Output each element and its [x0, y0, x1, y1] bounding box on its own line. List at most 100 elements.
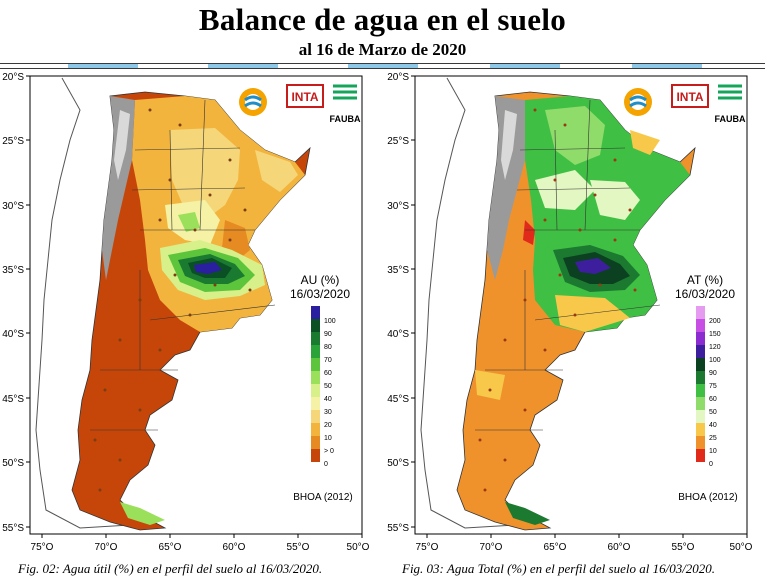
decor-bar — [68, 64, 138, 68]
legend-label: 20 — [324, 422, 332, 429]
lat-label: 30°S — [387, 201, 409, 212]
misiones-zone — [255, 150, 298, 192]
lon-label: 60°O — [608, 542, 631, 553]
legend-label: 40 — [324, 396, 332, 403]
legend-scale — [696, 306, 705, 462]
lon-label: 70°O — [480, 542, 503, 553]
lon-label: 65°O — [159, 542, 182, 553]
legend-scale — [311, 306, 320, 462]
decor-bar — [490, 64, 560, 68]
legend-title: AU (%) — [301, 273, 340, 287]
chaco-zone — [545, 106, 605, 165]
legend-label: 200 — [709, 318, 721, 325]
inta-logo-text: INTA — [676, 90, 703, 104]
lon-label: 55°O — [672, 542, 695, 553]
south-bsas-zone — [555, 295, 630, 332]
figure-caption: Fig. 03: Agua Total (%) en el perfil del… — [402, 561, 716, 576]
lat-label: 45°S — [2, 394, 24, 405]
santiago-zone — [535, 170, 595, 210]
legend-label: 120 — [709, 344, 721, 351]
red-patch — [523, 220, 535, 245]
source-label: BHOA (2012) — [293, 492, 352, 503]
divider — [0, 63, 765, 64]
decor-bar — [632, 64, 702, 68]
lon-label: 50°O — [730, 542, 753, 553]
legend-label: 50 — [324, 383, 332, 390]
lat-label: 55°S — [2, 523, 24, 534]
lon-label: 70°O — [95, 542, 118, 553]
decor-bar — [208, 64, 278, 68]
lat-label: 35°S — [2, 265, 24, 276]
legend-label: 60 — [709, 396, 717, 403]
andes-no-data — [487, 96, 525, 280]
legend-label: 50 — [709, 409, 717, 416]
tierra-del-fuego — [120, 502, 165, 525]
legend-label: 10 — [324, 435, 332, 442]
neighbour-coastline — [35, 77, 131, 529]
map-au: 20°S 25°S 30°S 35°S 40°S 45°S 50°S 55°S … — [2, 72, 369, 553]
lon-label: 60°O — [223, 542, 246, 553]
lat-label: 50°S — [2, 458, 24, 469]
chaco-zone — [170, 128, 240, 220]
map-panel-au: 20°S 25°S 30°S 35°S 40°S 45°S 50°S 55°S … — [0, 70, 380, 558]
lat-label: 25°S — [2, 136, 24, 147]
fauba-logo-text: FAUBA — [330, 114, 361, 124]
map-at: 20°S 25°S 30°S 35°S 40°S 45°S 50°S 55°S … — [387, 72, 753, 553]
lat-label: 25°S — [387, 136, 409, 147]
legend-label: 150 — [709, 331, 721, 338]
pampa-zone-100 — [575, 258, 611, 274]
inta-logo-icon — [671, 84, 709, 108]
legend-label: 90 — [324, 331, 332, 338]
figure-caption: Fig. 02: Agua útil (%) en el perfil del … — [18, 561, 323, 576]
lon-label: 55°O — [287, 542, 310, 553]
fauba-logo-text: FAUBA — [715, 114, 746, 124]
lon-label: 75°O — [416, 542, 439, 553]
logos: INTA FAUBA — [239, 80, 361, 124]
legend-title: AT (%) — [687, 273, 723, 287]
lon-label: 75°O — [31, 542, 54, 553]
legend-label: 70 — [324, 357, 332, 364]
legend-label: 30 — [324, 409, 332, 416]
legend-date: 16/03/2020 — [290, 287, 350, 301]
legend-label: 10 — [709, 448, 717, 455]
corrientes-zone — [590, 180, 640, 220]
legend-label: 60 — [324, 370, 332, 377]
decor-bar — [348, 64, 418, 68]
andes-high — [501, 110, 517, 180]
tierra-del-fuego — [505, 502, 550, 525]
legend-label: > 0 — [324, 448, 334, 455]
legend-label: 0 — [709, 461, 713, 468]
neighbour-coastline — [420, 77, 516, 529]
legend-date: 16/03/2020 — [675, 287, 735, 301]
inta-logo-text: INTA — [291, 90, 318, 104]
legend-label: 25 — [709, 435, 717, 442]
lat-label: 20°S — [387, 72, 409, 83]
legend-label: 0 — [324, 461, 328, 468]
legend-label: 90 — [709, 370, 717, 377]
green-patch — [178, 212, 200, 232]
lon-label: 65°O — [544, 542, 567, 553]
legend-label: 100 — [324, 318, 336, 325]
legend-label: 100 — [709, 357, 721, 364]
weather-stations — [478, 108, 637, 492]
lat-label: 55°S — [387, 523, 409, 534]
divider — [0, 68, 765, 69]
page-subtitle: al 16 de Marzo de 2020 — [298, 40, 467, 59]
fauba-logo-icon — [715, 80, 745, 108]
pampa-zone-100 — [194, 262, 222, 274]
source-label: BHOA (2012) — [678, 492, 737, 503]
patagonia-patch — [475, 370, 505, 400]
fauba-logo-icon — [330, 80, 360, 108]
legend-label: 80 — [324, 344, 332, 351]
andes-high — [114, 110, 130, 180]
misiones-zone — [630, 130, 660, 155]
page-title: Balance de agua en el suelo — [198, 2, 567, 37]
map-panel-at: 20°S 25°S 30°S 35°S 40°S 45°S 50°S 55°S … — [385, 70, 765, 558]
lat-label: 20°S — [2, 72, 24, 83]
logos: INTA FAUBA — [624, 80, 746, 124]
lat-label: 35°S — [387, 265, 409, 276]
lat-label: 45°S — [387, 394, 409, 405]
lat-label: 50°S — [387, 458, 409, 469]
inta-logo-icon — [286, 84, 324, 108]
lat-label: 40°S — [387, 329, 409, 340]
